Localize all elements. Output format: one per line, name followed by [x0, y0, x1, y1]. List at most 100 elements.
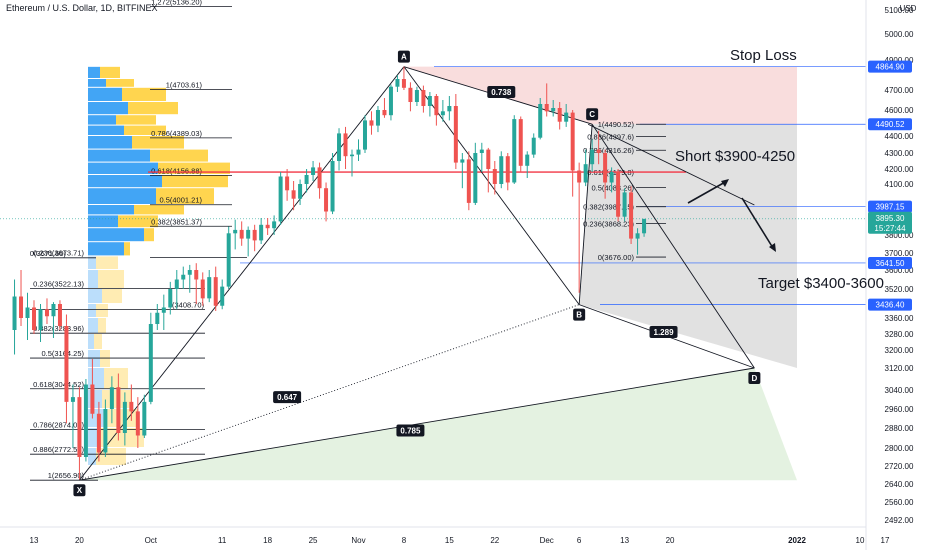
price-tick: 3120.00: [885, 364, 914, 373]
time-tick: 22: [490, 536, 499, 545]
fib-level-label: 0.236(3673.71): [33, 248, 84, 257]
price-tick: 2800.00: [885, 444, 914, 453]
time-tick: 15: [445, 536, 454, 545]
candle-body: [181, 274, 186, 280]
candle-body: [213, 277, 218, 306]
pattern-point-box: [73, 484, 86, 497]
candle-body: [51, 304, 56, 317]
candle-body: [135, 411, 140, 436]
volume-profile-bar: [124, 125, 166, 135]
candle-body: [83, 384, 88, 457]
fib-retrace-label: 0.5(4083.26): [591, 184, 634, 193]
candle-body: [635, 233, 640, 239]
price-tick: 3360.00: [885, 314, 914, 323]
volume-profile-bar: [122, 87, 166, 101]
candle-body: [233, 229, 238, 234]
price-tick: 3280.00: [885, 330, 914, 339]
price-tick: 2720.00: [885, 462, 914, 471]
volume-profile-bar: [150, 149, 208, 162]
candle-body: [622, 192, 627, 217]
candle-body: [174, 279, 179, 289]
pattern-point-d: D: [751, 374, 757, 383]
fib-level-label: 0.618(4156.88): [151, 166, 202, 175]
last-price-tag: [868, 211, 912, 234]
price-tag-label: 3436.40: [876, 301, 905, 310]
volume-profile-bar: [118, 215, 158, 228]
candle-body: [285, 176, 290, 191]
candle-body: [96, 413, 101, 453]
candle-body: [200, 279, 205, 299]
price-tag: [868, 200, 912, 213]
price-tick: 5100.00: [885, 6, 914, 15]
candle-body: [38, 309, 43, 330]
time-tick: 13: [30, 536, 39, 545]
volume-profile-bar: [88, 334, 94, 349]
volume-profile-bar: [88, 428, 98, 447]
ratio-box: [273, 391, 302, 404]
volume-profile-bar: [88, 242, 124, 256]
price-tick: 3040.00: [885, 386, 914, 395]
candle-body: [447, 106, 452, 112]
volume-profile-bar: [88, 188, 156, 204]
candle-body: [427, 96, 432, 106]
fib-level-label: 0.382(3283.96): [33, 324, 84, 333]
volume-profile-bar: [88, 162, 158, 174]
fib-retrace-label: 0.786(4316.26): [583, 146, 634, 155]
candle-body: [616, 172, 621, 217]
pattern-point-x: X: [77, 486, 83, 495]
volume-profile-bar: [88, 87, 122, 101]
volume-profile-bar: [88, 289, 102, 303]
candle-body: [499, 156, 504, 184]
candle-body: [525, 154, 530, 166]
short-label: Short $3900-4250: [675, 148, 795, 165]
fib-level-label: 0.236(3522.13): [33, 279, 84, 288]
volume-profile-bar: [88, 409, 104, 427]
candle-body: [246, 229, 251, 239]
volume-profile-bar: [88, 66, 100, 78]
candle-body: [375, 110, 380, 126]
price-tag-label: 4864.90: [876, 63, 905, 72]
candle-body: [19, 296, 24, 318]
fib-level-label: 0.5(3164.25): [41, 349, 84, 358]
fib-level-label: 0.786(2874.05): [33, 420, 84, 429]
time-tick: 8: [402, 536, 407, 545]
time-tick: Dec: [540, 536, 554, 545]
candle-body: [32, 307, 36, 330]
price-tick: 3520.00: [885, 285, 914, 294]
volume-profile-bar: [88, 136, 132, 149]
price-tick: 2492.00: [885, 516, 914, 525]
fib-level-label: 0.5(4001.21): [159, 196, 202, 205]
candle-body: [90, 384, 95, 414]
volume-profile-bar: [158, 162, 230, 174]
price-tag: [868, 298, 912, 311]
fib-retrace-label: 0.382(3987.15): [583, 203, 634, 212]
bc-leg: [578, 124, 593, 305]
ratio-box: [649, 326, 678, 338]
candle-body: [421, 90, 426, 106]
candle-body: [168, 289, 173, 308]
candle-body: [324, 188, 329, 212]
candle-body: [603, 153, 608, 183]
volume-profile-bar: [88, 205, 134, 215]
candle-body: [57, 304, 62, 326]
time-tick: 6: [577, 536, 582, 545]
candle-body: [382, 110, 387, 116]
candle-body: [538, 104, 543, 138]
profit-zone: [79, 368, 798, 481]
volume-profile-bar: [144, 228, 154, 242]
ratio-label: 0.738: [491, 88, 512, 97]
arrow-down-head: [769, 243, 776, 252]
volume-profile-bar: [88, 149, 150, 162]
candle-body: [388, 86, 393, 116]
price-tag-label: 4490.52: [876, 120, 905, 129]
volume-profile-bar: [88, 175, 162, 188]
price-tag: [868, 118, 912, 131]
arrow-up-head: [721, 179, 729, 187]
candle-body: [272, 221, 277, 229]
candle-body: [466, 159, 471, 203]
candle-body: [414, 90, 419, 102]
volume-profile-bar: [106, 79, 134, 87]
pattern-point-box: [573, 308, 586, 321]
arrow-up-line: [687, 180, 728, 204]
